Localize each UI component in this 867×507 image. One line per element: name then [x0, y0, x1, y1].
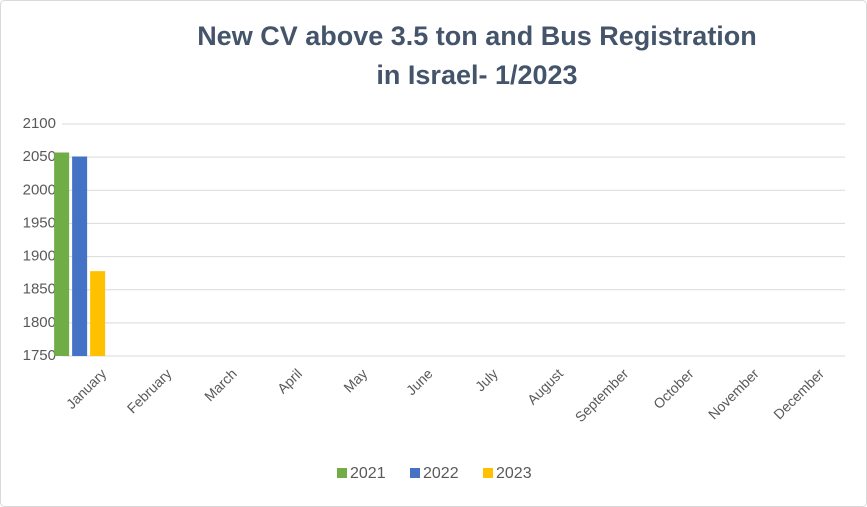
bar [54, 152, 70, 356]
y-tick-label: 1750 [23, 347, 56, 364]
legend-swatch [410, 468, 420, 478]
legend-label: 2021 [350, 465, 386, 482]
chart-title: in Israel- 1/2023 [376, 60, 577, 90]
bar [72, 156, 88, 356]
y-tick-label: 1850 [23, 281, 56, 298]
y-tick-label: 1900 [23, 248, 56, 265]
legend-swatch [483, 468, 493, 478]
y-tick-label: 1950 [23, 214, 56, 231]
legend-label: 2022 [423, 465, 459, 482]
chart-title: New CV above 3.5 ton and Bus Registratio… [197, 21, 757, 51]
y-tick-label: 1800 [23, 314, 56, 331]
y-tick-label: 2100 [23, 115, 56, 132]
y-tick-label: 2000 [23, 181, 56, 198]
bar [90, 271, 106, 356]
legend-swatch [337, 468, 347, 478]
y-tick-label: 2050 [23, 148, 56, 165]
legend-label: 2023 [496, 465, 532, 482]
